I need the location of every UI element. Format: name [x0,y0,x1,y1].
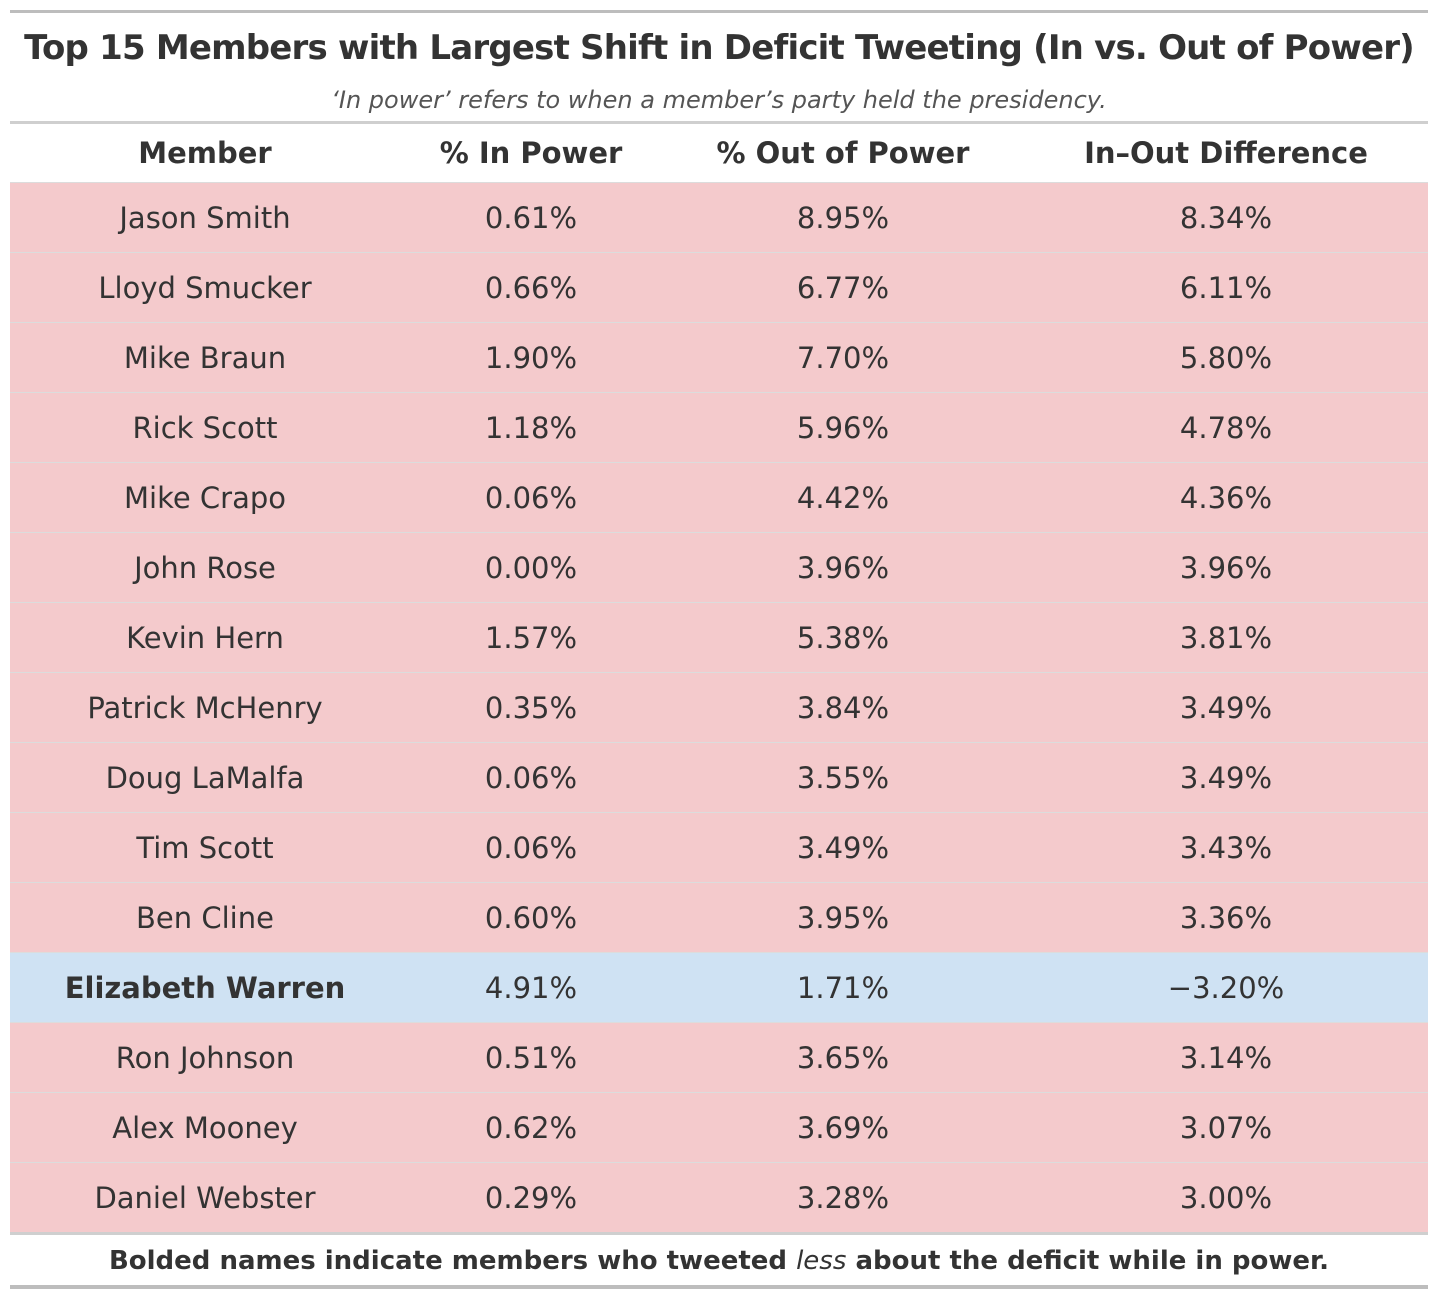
cell-member: Rick Scott [10,392,400,463]
cell-out-of-power: 3.65% [662,1022,1024,1093]
cell-out-of-power: 3.95% [662,882,1024,953]
footnote-text-after: about the deficit while in power. [846,1246,1330,1276]
cell-out-of-power: 5.38% [662,602,1024,673]
cell-out-of-power: 4.42% [662,462,1024,533]
table-row: Doug LaMalfa 0.06% 3.55% 3.49% [10,742,1428,813]
cell-member: Ron Johnson [10,1022,400,1093]
cell-out-of-power: 7.70% [662,322,1024,393]
column-header-out-of-power: % Out of Power [716,136,970,170]
cell-member: Alex Mooney [10,1092,400,1163]
cell-in-power: 0.35% [400,672,662,743]
header-row: Member % In Power % Out of Power In–Out … [10,124,1428,183]
table-body: Jason Smith 0.61% 8.95% 8.34% Lloyd Smucker 0… [10,182,1428,1232]
table-row: Rick Scott 1.18% 5.96% 4.78% [10,392,1428,463]
cell-in-power: 1.57% [400,602,662,673]
cell-out-of-power: 3.69% [662,1092,1024,1163]
cell-member: John Rose [10,532,400,603]
cell-difference: 3.36% [1024,882,1428,953]
table-row: Lloyd Smucker 0.66% 6.77% 6.11% [10,252,1428,323]
table-figure: Top 15 Members with Largest Shift in Def… [10,10,1428,1289]
cell-out-of-power: 3.55% [662,742,1024,813]
cell-member: Elizabeth Warren [10,952,400,1023]
cell-in-power: 0.06% [400,462,662,533]
cell-out-of-power: 3.96% [662,532,1024,603]
cell-member: Kevin Hern [10,602,400,673]
bottom-rule [10,1285,1428,1289]
table-row: Tim Scott 0.06% 3.49% 3.43% [10,812,1428,883]
cell-in-power: 0.66% [400,252,662,323]
table-row: Jason Smith 0.61% 8.95% 8.34% [10,182,1428,253]
cell-in-power: 1.18% [400,392,662,463]
cell-in-power: 0.60% [400,882,662,953]
table-row: Mike Crapo 0.06% 4.42% 4.36% [10,462,1428,533]
data-table: Member % In Power % Out of Power In–Out … [10,124,1428,1232]
cell-difference: 3.81% [1024,602,1428,673]
cell-difference: 4.78% [1024,392,1428,463]
cell-member: Tim Scott [10,812,400,883]
cell-difference: 4.36% [1024,462,1428,533]
cell-member: Ben Cline [10,882,400,953]
cell-out-of-power: 6.77% [662,252,1024,323]
cell-difference: 3.49% [1024,672,1428,743]
cell-difference: −3.20% [1024,952,1428,1023]
table-row: Mike Braun 1.90% 7.70% 5.80% [10,322,1428,393]
table-row: Kevin Hern 1.57% 5.38% 3.81% [10,602,1428,673]
cell-difference: 8.34% [1024,182,1428,253]
cell-in-power: 0.06% [400,742,662,813]
table-row: Alex Mooney 0.62% 3.69% 3.07% [10,1092,1428,1163]
cell-in-power: 4.91% [400,952,662,1023]
table-row: Ben Cline 0.60% 3.95% 3.36% [10,882,1428,953]
footnote-text-before: Bolded names indicate members who tweete… [108,1246,797,1276]
table-row: Ron Johnson 0.51% 3.65% 3.14% [10,1022,1428,1093]
cell-member: Lloyd Smucker [10,252,400,323]
cell-in-power: 0.51% [400,1022,662,1093]
cell-out-of-power: 8.95% [662,182,1024,253]
cell-in-power: 0.61% [400,182,662,253]
cell-in-power: 0.00% [400,532,662,603]
table-row: Daniel Webster 0.29% 3.28% 3.00% [10,1162,1428,1232]
cell-member: Doug LaMalfa [10,742,400,813]
footer-rule [10,1232,1428,1235]
cell-difference: 3.00% [1024,1162,1428,1232]
cell-in-power: 0.29% [400,1162,662,1232]
chart-title: Top 15 Members with Largest Shift in Def… [24,28,1415,68]
table-row: Patrick McHenry 0.35% 3.84% 3.49% [10,672,1428,743]
cell-out-of-power: 5.96% [662,392,1024,463]
title-rule [10,121,1428,124]
table-row: Elizabeth Warren 4.91% 1.71% −3.20% [10,952,1428,1023]
top-rule [10,10,1428,13]
column-header-member: Member [138,136,272,170]
cell-out-of-power: 3.49% [662,812,1024,883]
cell-in-power: 0.06% [400,812,662,883]
cell-difference: 3.43% [1024,812,1428,883]
column-header-difference: In–Out Difference [1084,136,1368,170]
cell-difference: 5.80% [1024,322,1428,393]
cell-difference: 3.96% [1024,532,1428,603]
cell-difference: 6.11% [1024,252,1428,323]
cell-out-of-power: 1.71% [662,952,1024,1023]
cell-out-of-power: 3.28% [662,1162,1024,1232]
footnote-emphasis: less [796,1246,847,1276]
cell-member: Patrick McHenry [10,672,400,743]
table-row: John Rose 0.00% 3.96% 3.96% [10,532,1428,603]
cell-member: Mike Braun [10,322,400,393]
footnote: Bolded names indicate members who tweete… [10,1235,1428,1285]
cell-member: Daniel Webster [10,1162,400,1232]
cell-in-power: 0.62% [400,1092,662,1163]
chart-subtitle: ‘In power’ refers to when a member’s par… [331,86,1107,114]
cell-difference: 3.49% [1024,742,1428,813]
cell-member: Mike Crapo [10,462,400,533]
cell-difference: 3.07% [1024,1092,1428,1163]
cell-out-of-power: 3.84% [662,672,1024,743]
cell-member: Jason Smith [10,182,400,253]
cell-difference: 3.14% [1024,1022,1428,1093]
column-header-in-power: % In Power [439,136,623,170]
cell-in-power: 1.90% [400,322,662,393]
